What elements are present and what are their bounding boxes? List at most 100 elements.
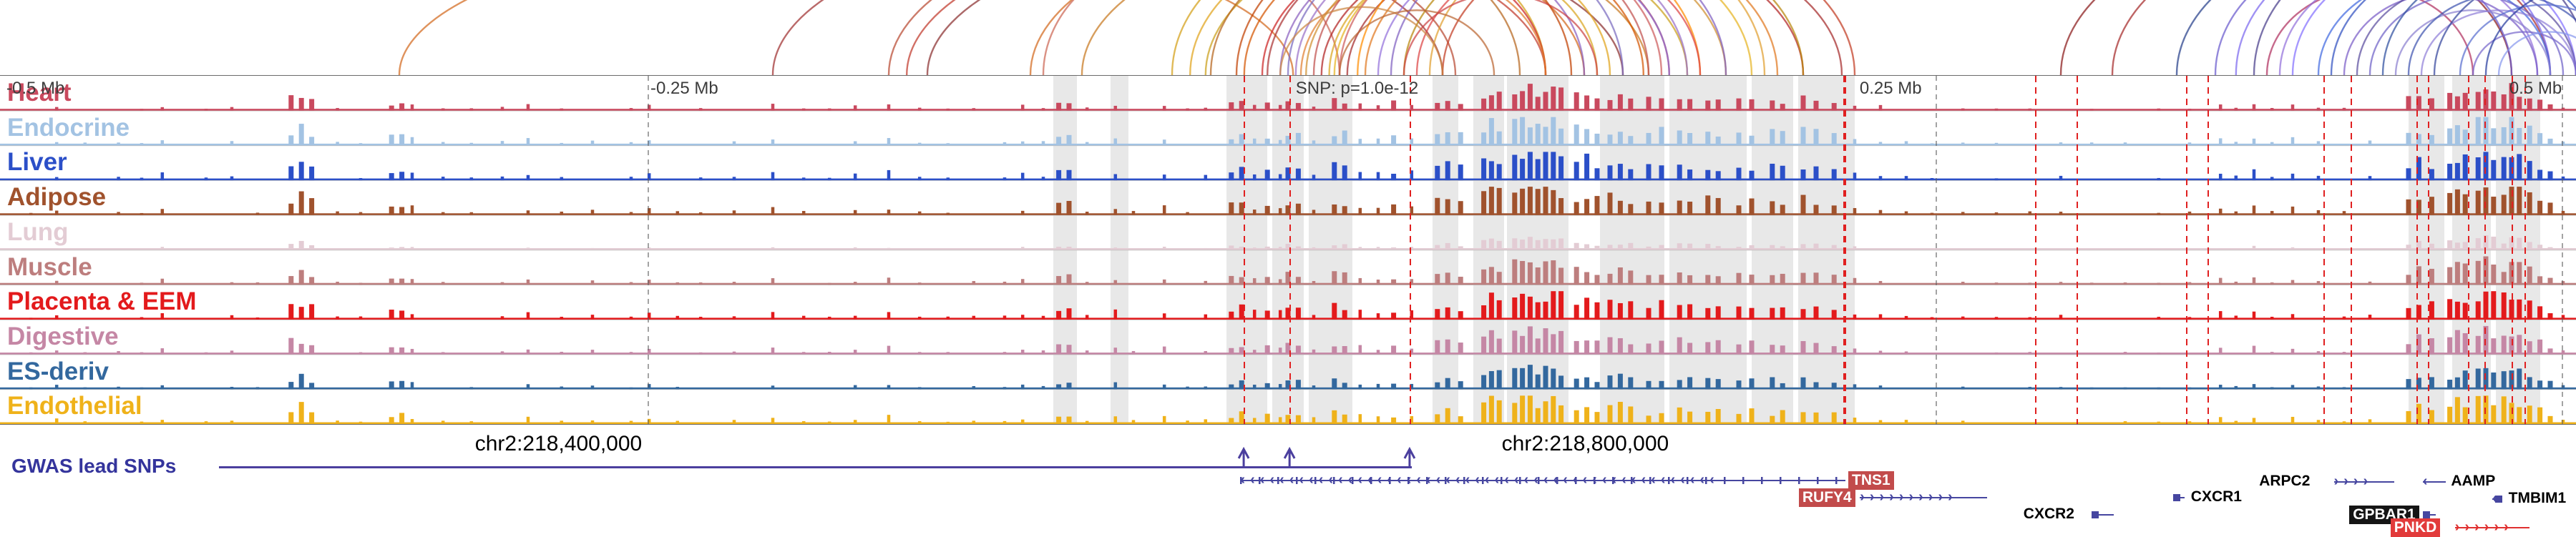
track-signal-heart [0, 83, 2576, 112]
interaction-arc [2433, 0, 2475, 75]
track-label-muscle[interactable]: Muscle [7, 252, 92, 281]
interaction-arc [2343, 0, 2539, 75]
interaction-arc [906, 0, 1547, 75]
interaction-arc [1287, 0, 1624, 75]
track-signal-endocrine [0, 117, 2576, 147]
interaction-arc [2291, 0, 2576, 75]
track-label-placenta-eem[interactable]: Placenta & EEM [7, 287, 197, 316]
interaction-arc [1171, 0, 1547, 75]
interaction-arc [2265, 0, 2474, 75]
track-signal-endothelial [0, 395, 2576, 424]
gene-strand-arrows: ›››››› [2454, 522, 2514, 533]
gene-line-tns1[interactable]: ‹‹‹‹‹‹‹‹‹‹‹‹‹‹‹‹‹‹‹‹‹‹‹‹‹‹‹‹‹‹‹‹‹‹‹‹‹‹‹‹… [1240, 475, 1846, 486]
interaction-arc [2381, 0, 2419, 75]
interaction-arc [1415, 0, 1702, 75]
gene-strand-arrows: ‹‹‹‹‹‹‹‹‹‹‹‹‹‹‹‹‹‹‹‹‹‹‹‹‹‹‹‹‹‹‹‹‹‹‹‹‹‹‹‹… [1240, 475, 1719, 486]
gene-line-cxcr2[interactable]: › [2092, 509, 2114, 521]
gene-line-gpbar1[interactable]: › [2422, 509, 2436, 521]
track-label-es-deriv[interactable]: ES-deriv [7, 357, 109, 385]
interaction-arc [2175, 0, 2212, 75]
gene-label-tmbim1[interactable]: TMBIM1 [2508, 490, 2567, 506]
ruler-label: 0.5 Mb [2509, 79, 2562, 98]
gene-line-arpc2[interactable]: ›››› [2333, 476, 2395, 488]
lead-snp-arrow[interactable] [1403, 446, 1416, 468]
ruler-gridline [648, 76, 650, 424]
interaction-arc [887, 0, 1457, 75]
interaction-arc [2330, 0, 2576, 75]
lead-snp-arrow[interactable] [1237, 446, 1250, 468]
snp-dashed-line [2035, 76, 2036, 424]
interaction-arc [2420, 9, 2576, 75]
gene-label-tns1[interactable]: TNS1 [1848, 471, 1894, 490]
gene-label-gpbar1[interactable]: GPBAR1 [2349, 506, 2419, 524]
gene-strand-arrows: ›››› [2333, 476, 2373, 488]
track-label-adipose[interactable]: Adipose [7, 183, 107, 212]
gene-strand-arrows: › [2172, 492, 2183, 503]
track-signal-lung [0, 235, 2576, 251]
gene-exon-box [2495, 496, 2503, 503]
interaction-arc [1364, 0, 1779, 75]
gene-exon-box [2092, 511, 2099, 518]
gene-label-rufy4[interactable]: RUFY4 [1798, 488, 1855, 507]
track-signal-es-deriv [0, 365, 2576, 390]
interaction-arc [1312, 0, 1650, 75]
interaction-arc [1189, 0, 1611, 75]
interaction-arc [2497, 31, 2576, 75]
gene-strand-arrows: ‹ [2492, 493, 2502, 505]
gene-label-cxcr1[interactable]: CXCR1 [2190, 488, 2242, 505]
track-label-endothelial[interactable]: Endothelial [7, 392, 142, 420]
track-signal-muscle [0, 256, 2576, 285]
track-signal-liver [0, 152, 2576, 181]
snp-dashed-line [1244, 76, 1246, 424]
snp-dashed-line [1289, 76, 1292, 424]
gwas-snp-track-line [219, 466, 1412, 468]
track-label-lung[interactable]: Lung [7, 217, 69, 246]
interaction-arc [1377, 0, 1670, 75]
interaction-arc [2472, 31, 2576, 75]
interaction-arc [926, 0, 1624, 75]
interaction-arc [1209, 0, 1521, 75]
gene-line-rufy4[interactable]: ›››››››››› [1860, 492, 1988, 503]
gene-label-aamp[interactable]: AAMP [2451, 473, 2496, 489]
interaction-arc [2059, 0, 2513, 75]
snp-dashed-line [2207, 76, 2210, 424]
track-label-liver[interactable]: Liver [7, 148, 67, 177]
gene-line-pnkd[interactable]: ›››››› [2454, 522, 2530, 533]
track-signal-digestive [0, 325, 2576, 355]
snp-dashed-line [2351, 76, 2352, 424]
gene-label-cxcr2[interactable]: CXCR2 [2023, 506, 2074, 522]
ruler-gridline [2562, 76, 2564, 424]
gene-label-arpc2[interactable]: ARPC2 [2259, 473, 2311, 489]
interaction-arc [1261, 0, 1547, 75]
snp-dashed-line [2484, 76, 2487, 424]
gene-strand-arrows: › [2092, 509, 2102, 521]
track-signal-placenta-eem [0, 291, 2576, 320]
interaction-arc [1243, 0, 1644, 75]
interaction-arc [771, 0, 1444, 75]
track-label-endocrine[interactable]: Endocrine [7, 113, 130, 142]
signal-canvas [0, 83, 2576, 424]
gwas-lead-snps-label: GWAS lead SNPs [11, 455, 177, 477]
gene-strand-arrows: ‹ [2422, 476, 2433, 488]
track-signal-adipose [0, 187, 2576, 216]
gene-label-pnkd[interactable]: PNKD [2390, 518, 2441, 537]
coordinate-label: chr2:218,400,000 [474, 432, 643, 455]
track-label-digestive[interactable]: Digestive [7, 322, 119, 350]
interaction-arc [1235, 0, 1573, 75]
snp-dashed-line [1409, 76, 1411, 424]
interaction-arc [2394, 9, 2552, 75]
lead-snp-arrow[interactable] [1283, 446, 1296, 468]
gene-line-tmbim1[interactable]: ‹ [2492, 493, 2503, 505]
snp-dashed-line [2512, 76, 2513, 424]
snp-dashed-line [2323, 76, 2326, 424]
ruler-gridline [1936, 76, 1938, 424]
gene-line-aamp[interactable]: ‹ [2422, 476, 2446, 488]
ruler-label: 0.25 Mb [1859, 79, 1922, 98]
track-label-heart[interactable]: Heart [7, 79, 72, 107]
ruler-label: SNP: p=1.0e-12 [1295, 79, 1419, 98]
interaction-arc [1328, 0, 1599, 75]
gwas-snp-arrows[interactable] [0, 439, 2576, 471]
gene-line-cxcr1[interactable]: › [2172, 492, 2185, 503]
signal-tracks-panel[interactable]: Heart Endocrine Liver Adipose Lung Muscle Plac… [0, 75, 2576, 425]
